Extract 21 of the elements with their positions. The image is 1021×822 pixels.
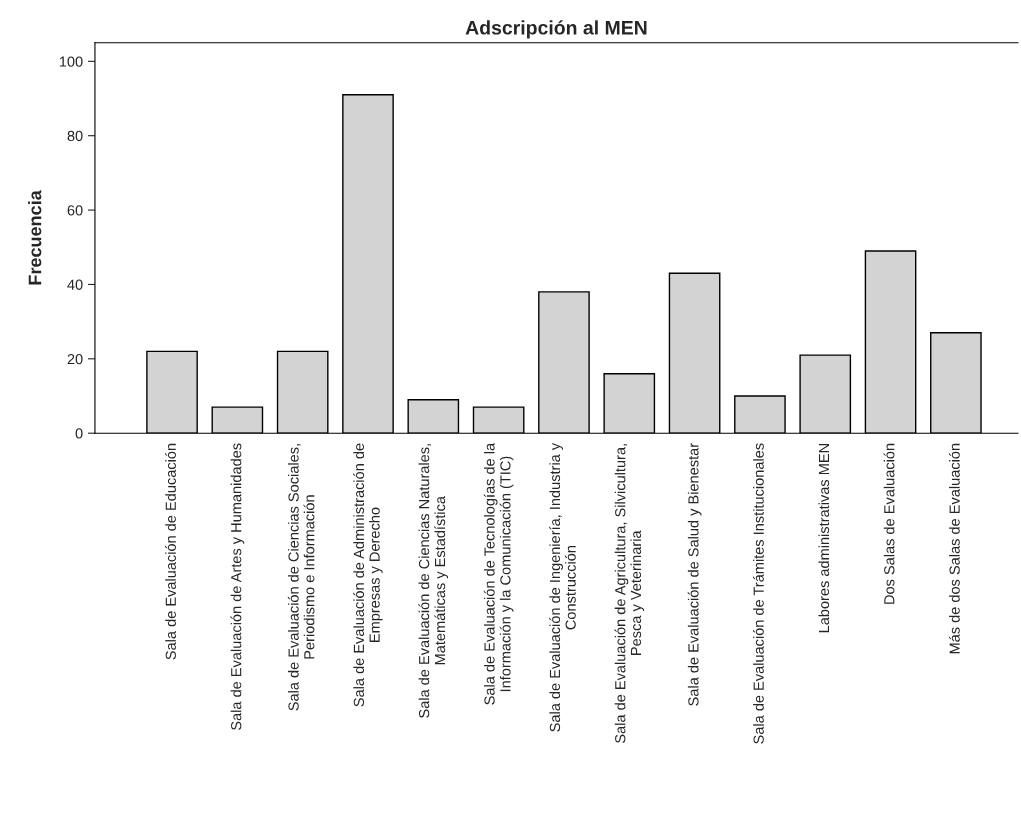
- y-tick-label: 0: [75, 428, 83, 439]
- x-tick-label: Sala de Evaluación de Salud y Bienestar: [687, 443, 702, 706]
- x-tick-label: Sala de Evaluación de Trámites Institucionales: [752, 443, 764, 744]
- x-tick-label: Sala de Evaluación de Administración de Empresas y Derecho: [353, 443, 383, 707]
- x-tick-label: Sala de Evaluación de Ciencias Naturales, Matemáticas y Estadística: [418, 444, 449, 718]
- y-tick-label: 60: [67, 205, 83, 216]
- x-tick-label: Sala de Evaluación de Tecnologías de la Información y la Comunicación (TIC): [483, 442, 514, 705]
- x-tick-label: Sala de Evaluación de Agricultura, Silvicultura, Pesca y Veterinaria: [614, 444, 645, 743]
- x-tick-label: Sala de Evaluación de Educación: [165, 443, 176, 660]
- x-tick-label: Labores administrativas MEN: [818, 444, 830, 633]
- y-axis-title: Frecuencia: [28, 190, 42, 285]
- y-tick-label: 100: [59, 56, 83, 67]
- y-tick-label: 20: [67, 353, 83, 365]
- x-tick-label: Sala de Evaluación de Ingeniería, Industria y Construcción: [549, 442, 576, 732]
- y-tick-label: 80: [67, 130, 83, 142]
- y-tick-label: 40: [67, 279, 83, 290]
- chart-title: Adscripción al MEN: [465, 20, 647, 39]
- x-tick-label: Sala de Evaluación de Artes y Humanidades: [230, 443, 245, 731]
- x-tick-label: Más de dos Salas de Evaluación: [948, 443, 960, 654]
- x-tick-label: Dos Salas de Evaluación: [883, 443, 895, 604]
- x-tick-label: Sala de Evaluación de Ciencias Sociales, Periodismo e Información: [287, 444, 315, 711]
